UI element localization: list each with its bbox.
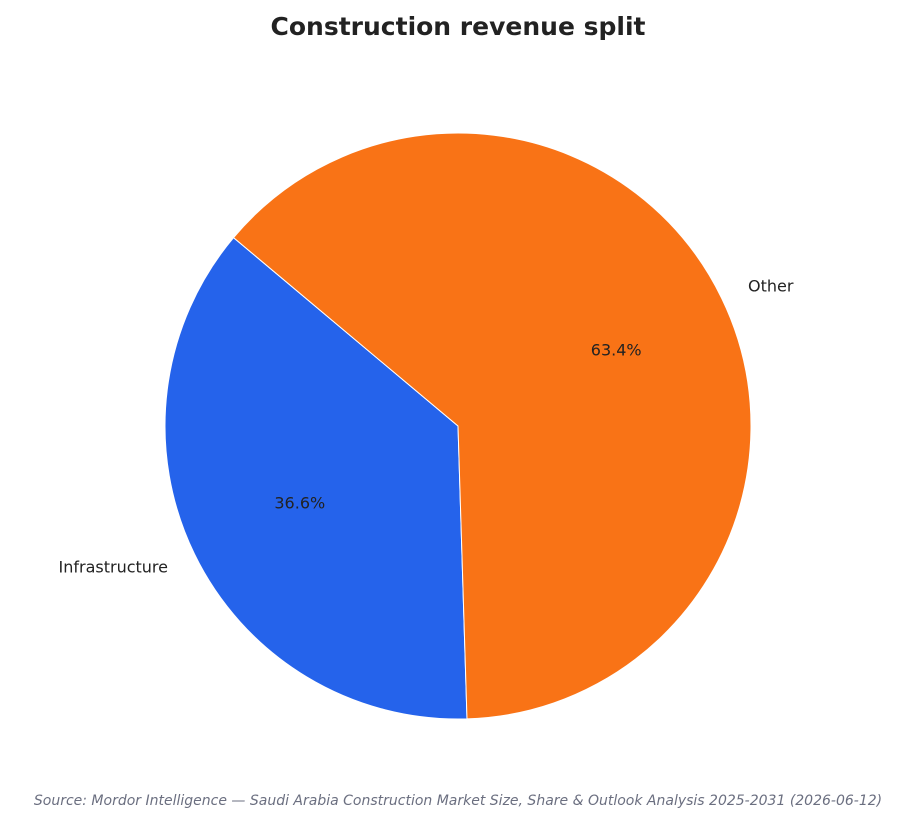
pie-slice-infrastructure <box>164 236 468 720</box>
pie-slice-other <box>232 132 752 720</box>
slice-label: Other <box>748 276 794 295</box>
chart-title: Construction revenue split <box>271 12 646 41</box>
pie-slices <box>164 132 752 720</box>
source-note: Source: Mordor Intelligence — Saudi Arab… <box>34 793 882 809</box>
slice-percent-label: 36.6% <box>274 494 325 513</box>
slice-percent-label: 63.4% <box>591 340 642 359</box>
slice-label: Infrastructure <box>59 558 168 577</box>
pie-labels: Infrastructure 36.6% Other 63.4% <box>59 276 794 576</box>
